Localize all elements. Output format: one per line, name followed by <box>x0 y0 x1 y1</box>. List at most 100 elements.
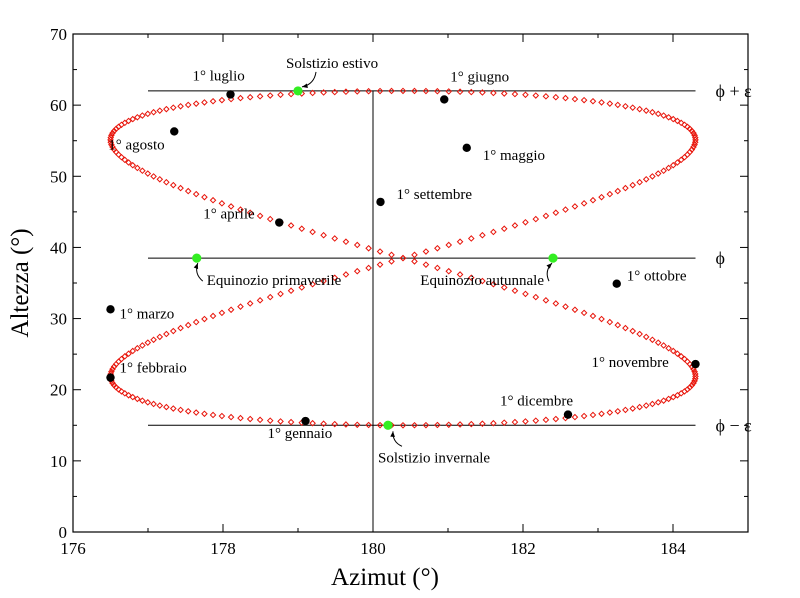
y-tick-label-0: 0 <box>59 523 68 542</box>
curve-point-238 <box>376 261 384 268</box>
curve-point-65 <box>237 206 244 213</box>
curve-point-133 <box>654 399 662 406</box>
reference-line-label-1: ϕ <box>716 248 725 268</box>
curve-point-261 <box>614 187 622 195</box>
curve-point-235 <box>342 271 350 278</box>
event-marker-2 <box>106 305 115 314</box>
curve-point-208 <box>121 353 129 360</box>
event-label-3: 1° aprile <box>203 207 255 223</box>
event-marker-4 <box>462 143 471 153</box>
curve-point-85 <box>456 271 464 278</box>
curve-point-178 <box>209 411 217 419</box>
curve-point-253 <box>542 212 550 220</box>
curve-point-269 <box>665 164 672 172</box>
curve-point-139 <box>614 407 622 415</box>
curve-point-297 <box>629 104 637 111</box>
curve-point-7 <box>320 89 327 96</box>
curve-point-176 <box>227 413 235 421</box>
y-tick-label-6: 60 <box>50 96 67 115</box>
curve-point-128 <box>677 390 685 397</box>
curve-point-241 <box>411 251 418 259</box>
curve-point-23 <box>169 104 177 111</box>
curve-point-246 <box>467 235 475 242</box>
curve-point-303 <box>580 96 588 104</box>
curve-point-55 <box>156 175 164 183</box>
curve-point-79 <box>388 251 395 259</box>
curve-point-17 <box>218 96 226 104</box>
curve-point-259 <box>598 193 605 201</box>
y-tick-label-7: 70 <box>50 25 67 44</box>
annotation-arrow-15 <box>392 431 403 447</box>
curve-point-309 <box>522 91 529 99</box>
curve-point-108 <box>660 342 667 349</box>
curve-point-83 <box>434 264 441 272</box>
curve-point-254 <box>552 209 560 217</box>
curve-point-172 <box>266 417 274 424</box>
curve-point-72 <box>309 228 316 236</box>
curve-point-77 <box>365 244 372 252</box>
curve-point-137 <box>629 405 637 412</box>
curve-point-10 <box>287 90 295 98</box>
curve-point-141 <box>598 410 605 418</box>
curve-point-271 <box>674 159 681 166</box>
curve-point-245 <box>456 238 464 246</box>
curve-point-209 <box>125 350 132 358</box>
curve-point-91 <box>522 290 529 298</box>
curve-point-255 <box>562 206 569 213</box>
curve-point-154 <box>467 420 475 428</box>
event-markers <box>106 86 700 430</box>
curve-point-314 <box>467 88 475 96</box>
curve-point-18 <box>209 97 217 105</box>
event-marker-11 <box>563 410 573 419</box>
event-label-11: 1° dicembre <box>500 394 573 410</box>
curve-point-127 <box>681 388 688 395</box>
curve-point-168 <box>309 419 316 427</box>
curve-point-315 <box>456 88 464 96</box>
curve-point-49 <box>125 159 132 166</box>
x-tick-label-1: 178 <box>210 539 236 558</box>
curve-point-6 <box>331 88 339 96</box>
curve-point-316 <box>445 88 453 95</box>
curve-point-177 <box>218 412 226 420</box>
curve-point-87 <box>479 277 486 285</box>
curve-point-26 <box>150 108 157 116</box>
event-label-9: 1° ottobre <box>627 269 687 285</box>
curve-point-318 <box>422 87 430 95</box>
curve-point-185 <box>156 402 164 409</box>
curve-point-306 <box>552 93 560 101</box>
curve-point-43 <box>109 143 116 151</box>
curve-point-313 <box>479 89 486 96</box>
curve-point-96 <box>571 306 579 314</box>
curve-point-73 <box>320 231 327 239</box>
curve-point-299 <box>614 101 622 109</box>
curve-point-78 <box>376 248 384 255</box>
y-tick-label-1: 10 <box>50 452 67 471</box>
curve-point-100 <box>606 318 614 326</box>
curve-point-183 <box>169 405 177 412</box>
curve-point-226 <box>246 300 254 307</box>
curve-point-41 <box>107 138 115 146</box>
curve-point-75 <box>342 238 350 246</box>
curve-point-319 <box>411 87 418 95</box>
event-marker-7 <box>170 127 179 136</box>
curve-point-221 <box>201 315 208 323</box>
curve-point-215 <box>156 333 164 341</box>
curve-point-304 <box>571 95 579 103</box>
curve-point-109 <box>665 344 672 352</box>
curve-point-56 <box>163 178 170 186</box>
event-marker-14 <box>548 253 558 263</box>
curve-point-217 <box>169 327 177 335</box>
curve-point-68 <box>266 215 274 223</box>
reference-line-label-2: ϕ − ε <box>716 415 753 435</box>
curve-point-163 <box>365 421 372 429</box>
curve-point-272 <box>677 156 685 164</box>
curve-point-8 <box>309 89 316 97</box>
curve-point-70 <box>287 222 295 229</box>
reference-lines: ϕ + ε ϕ ϕ − ε <box>148 81 752 532</box>
curve-point-210 <box>129 347 137 355</box>
curve-point-98 <box>589 312 597 320</box>
x-axis-title: Azimut (°) <box>331 564 439 591</box>
curve-point-174 <box>246 415 254 423</box>
curve-point-159 <box>411 421 418 429</box>
curve-point-181 <box>184 407 192 415</box>
